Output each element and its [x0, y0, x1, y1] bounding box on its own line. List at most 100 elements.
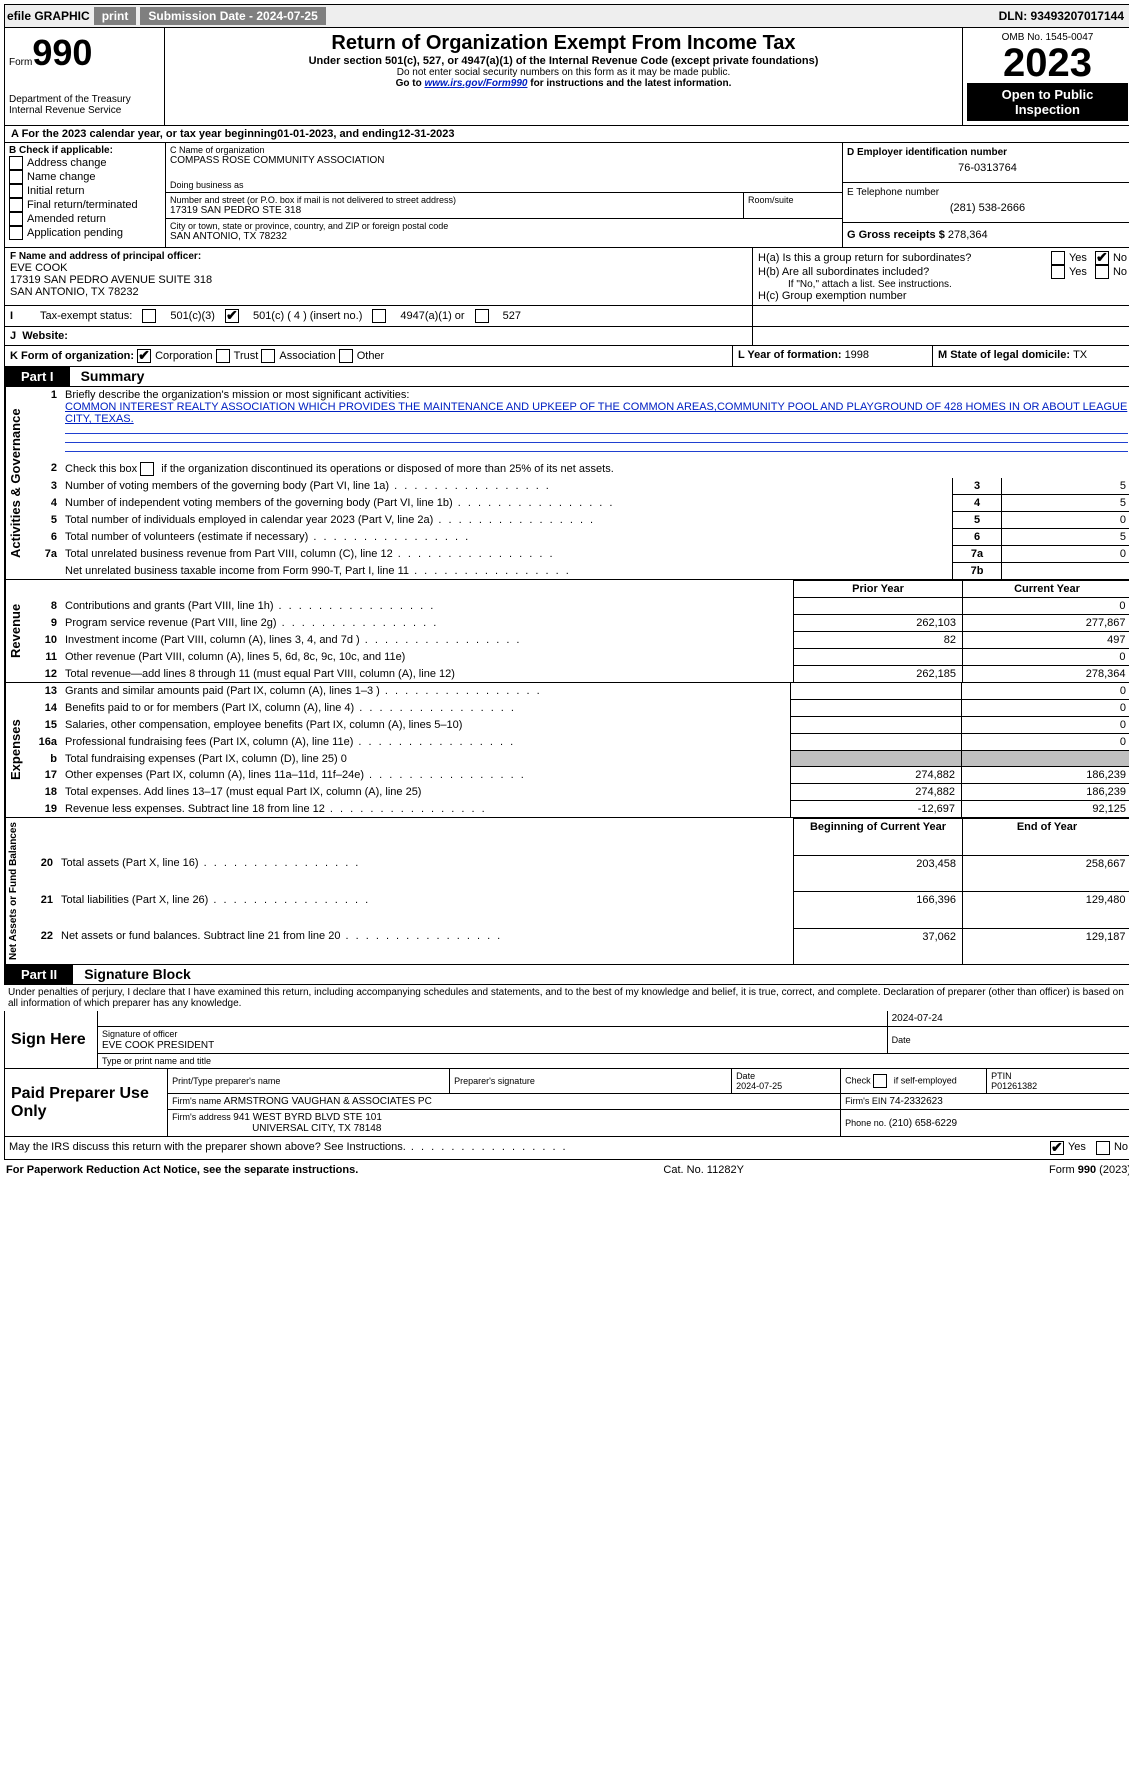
part2-header: Part II Signature Block: [4, 965, 1129, 985]
top-bar: efile GRAPHIC print Submission Date - 20…: [4, 4, 1129, 28]
h-a-label: H(a) Is this a group return for subordin…: [758, 252, 1051, 264]
v15p: [791, 717, 962, 734]
dba-label: Doing business as: [170, 180, 838, 190]
r8: Contributions and grants (Part VIII, lin…: [61, 598, 794, 615]
side-label-ag: Activities & Governance: [5, 387, 25, 579]
chk-other[interactable]: [339, 349, 353, 363]
discuss-no[interactable]: [1096, 1141, 1110, 1155]
chk-527[interactable]: [475, 309, 489, 323]
website-label: Website:: [22, 330, 68, 342]
ha-no[interactable]: [1095, 251, 1109, 265]
form-subtitle: Under section 501(c), 527, or 4947(a)(1)…: [169, 55, 958, 67]
r9: Program service revenue (Part VIII, line…: [61, 615, 794, 632]
side-label-exp: Expenses: [5, 683, 25, 817]
part2-title: Signature Block: [76, 964, 199, 984]
discuss-text: May the IRS discuss this return with the…: [9, 1141, 1050, 1155]
chk-assoc[interactable]: [261, 349, 275, 363]
hb-no[interactable]: [1095, 265, 1109, 279]
chk-address[interactable]: Address change: [27, 157, 107, 169]
r17: Other expenses (Part IX, column (A), lin…: [61, 767, 791, 784]
chk-discontinued[interactable]: [140, 462, 154, 476]
officer-signed: EVE COOK PRESIDENT: [102, 1040, 214, 1051]
r10: Investment income (Part VIII, column (A)…: [61, 632, 794, 649]
v6: 5: [1002, 529, 1129, 546]
phone-label: E Telephone number: [847, 187, 1128, 198]
v10p: 82: [794, 632, 963, 649]
v9c: 277,867: [963, 615, 1129, 632]
ptin-label: PTIN: [991, 1071, 1012, 1081]
discuss-row: May the IRS discuss this return with the…: [4, 1137, 1129, 1160]
firm-addr1: 941 WEST BYRD BLVD STE 101: [233, 1112, 382, 1123]
print-button[interactable]: print: [94, 7, 137, 25]
v20c: 258,667: [963, 855, 1129, 892]
v8p: [794, 598, 963, 615]
submission-date: Submission Date - 2024-07-25: [140, 7, 325, 25]
no-lbl: No: [1113, 252, 1127, 264]
v7a: 0: [1002, 546, 1129, 563]
officer-addr2: SAN ANTONIO, TX 78232: [10, 286, 747, 298]
v13p: [791, 683, 962, 700]
irs-link[interactable]: www.irs.gov/Form990: [424, 78, 527, 89]
hb-yes[interactable]: [1051, 265, 1065, 279]
v15c: 0: [962, 717, 1129, 734]
firm-name-label: Firm's name: [172, 1096, 224, 1106]
box-f-label: F Name and address of principal officer:: [10, 251, 201, 262]
chk-trust[interactable]: [216, 349, 230, 363]
chk-final[interactable]: Final return/terminated: [27, 199, 138, 211]
line-a-begin: 01-01-2023: [277, 128, 333, 140]
ha-yes[interactable]: [1051, 251, 1065, 265]
hdr-curr: Current Year: [963, 581, 1129, 598]
page-footer: For Paperwork Reduction Act Notice, see …: [4, 1160, 1129, 1180]
discuss-yes[interactable]: [1050, 1141, 1064, 1155]
no-lbl2: No: [1113, 266, 1127, 278]
dept-treasury: Department of the Treasury: [9, 94, 160, 105]
o-4947: 4947(a)(1) or: [400, 310, 464, 322]
chk-initial[interactable]: Initial return: [27, 185, 84, 197]
q7b: Net unrelated business taxable income fr…: [61, 563, 953, 580]
h-b-label: H(b) Are all subordinates included?: [758, 266, 1051, 278]
v19p: -12,697: [791, 801, 962, 818]
chk-corp[interactable]: [137, 349, 151, 363]
v21c: 129,480: [963, 892, 1129, 929]
addr-label: Number and street (or P.O. box if mail i…: [170, 195, 739, 205]
yes-lbl2: Yes: [1069, 266, 1087, 278]
k-corp: Corporation: [155, 350, 212, 362]
chk-4947[interactable]: [372, 309, 386, 323]
hdr-end: End of Year: [963, 819, 1129, 856]
chk-amended[interactable]: Amended return: [27, 213, 106, 225]
v20p: 203,458: [794, 855, 963, 892]
r12: Total revenue—add lines 8 through 11 (mu…: [61, 666, 794, 683]
v14c: 0: [962, 700, 1129, 717]
k-label: K Form of organization:: [10, 350, 134, 362]
date-label: Date: [887, 1027, 1129, 1054]
r18: Total expenses. Add lines 13–17 (must eq…: [61, 784, 791, 801]
q5: Total number of individuals employed in …: [61, 512, 953, 529]
v21p: 166,396: [794, 892, 963, 929]
street-address: 17319 SAN PEDRO STE 318: [170, 205, 739, 216]
chk-name[interactable]: Name change: [27, 171, 96, 183]
chk-501c3[interactable]: [142, 309, 156, 323]
r15: Salaries, other compensation, employee b…: [61, 717, 791, 734]
name-title-label: Type or print name and title: [98, 1054, 1129, 1069]
v18c: 186,239: [962, 784, 1129, 801]
v14p: [791, 700, 962, 717]
chk-501c[interactable]: [225, 309, 239, 323]
v8c: 0: [963, 598, 1129, 615]
section-klm: K Form of organization: Corporation Trus…: [4, 346, 1129, 367]
goto-post: for instructions and the latest informat…: [527, 78, 731, 89]
v10c: 497: [963, 632, 1129, 649]
chk-self-employed[interactable]: [873, 1074, 887, 1088]
o-527: 527: [503, 310, 521, 322]
city-state-zip: SAN ANTONIO, TX 78232: [170, 231, 838, 242]
goto-pre: Go to: [396, 78, 425, 89]
line-a-pre: A For the 2023 calendar year, or tax yea…: [11, 128, 277, 140]
chk-pending[interactable]: Application pending: [27, 227, 123, 239]
r21: Total liabilities (Part X, line 26): [57, 892, 794, 929]
signature-block: Sign Here 2024-07-24 Signature of office…: [4, 1011, 1129, 1069]
firm-ein: 74-2332623: [889, 1096, 942, 1107]
q3: Number of voting members of the governin…: [61, 478, 953, 495]
footer-center: Cat. No. 11282Y: [663, 1164, 744, 1176]
line-a-end: 12-31-2023: [398, 128, 454, 140]
r14: Benefits paid to or for members (Part IX…: [61, 700, 791, 717]
form-header: Form990 Department of the Treasury Inter…: [4, 28, 1129, 126]
